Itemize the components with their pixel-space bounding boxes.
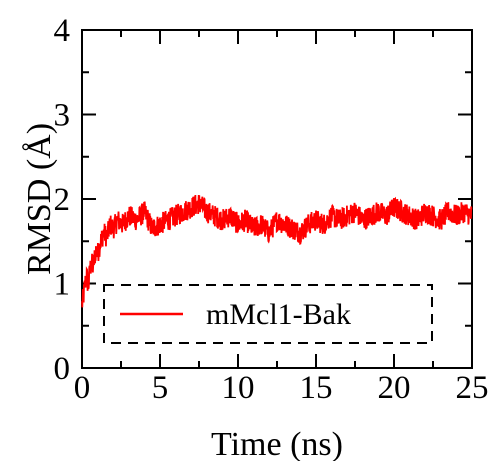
x-tick-label: 20 [378,370,411,406]
legend-label: mMcl1-Bak [206,298,351,331]
x-tick-label: 10 [222,370,255,406]
series-layer [81,194,473,308]
tick-labels: 0 5 10 15 20 25 0 1 2 3 4 [54,13,489,406]
x-tick-label: 0 [74,370,91,406]
x-tick-label: 5 [152,370,169,406]
x-axis-title: Time (ns) [211,426,343,461]
series-line [81,194,473,308]
y-tick-label: 0 [54,351,71,387]
y-tick-label: 1 [54,267,71,303]
x-tick-label: 15 [300,370,333,406]
y-tick-label: 3 [54,98,71,134]
axis-ticks [81,29,473,369]
y-tick-label: 2 [54,182,71,218]
y-tick-label: 4 [54,13,71,49]
legend-box [103,284,433,344]
y-axis-title: RMSD (Å) [21,123,58,275]
x-tick-label: 25 [456,370,489,406]
legend: mMcl1-Bak [103,284,433,344]
